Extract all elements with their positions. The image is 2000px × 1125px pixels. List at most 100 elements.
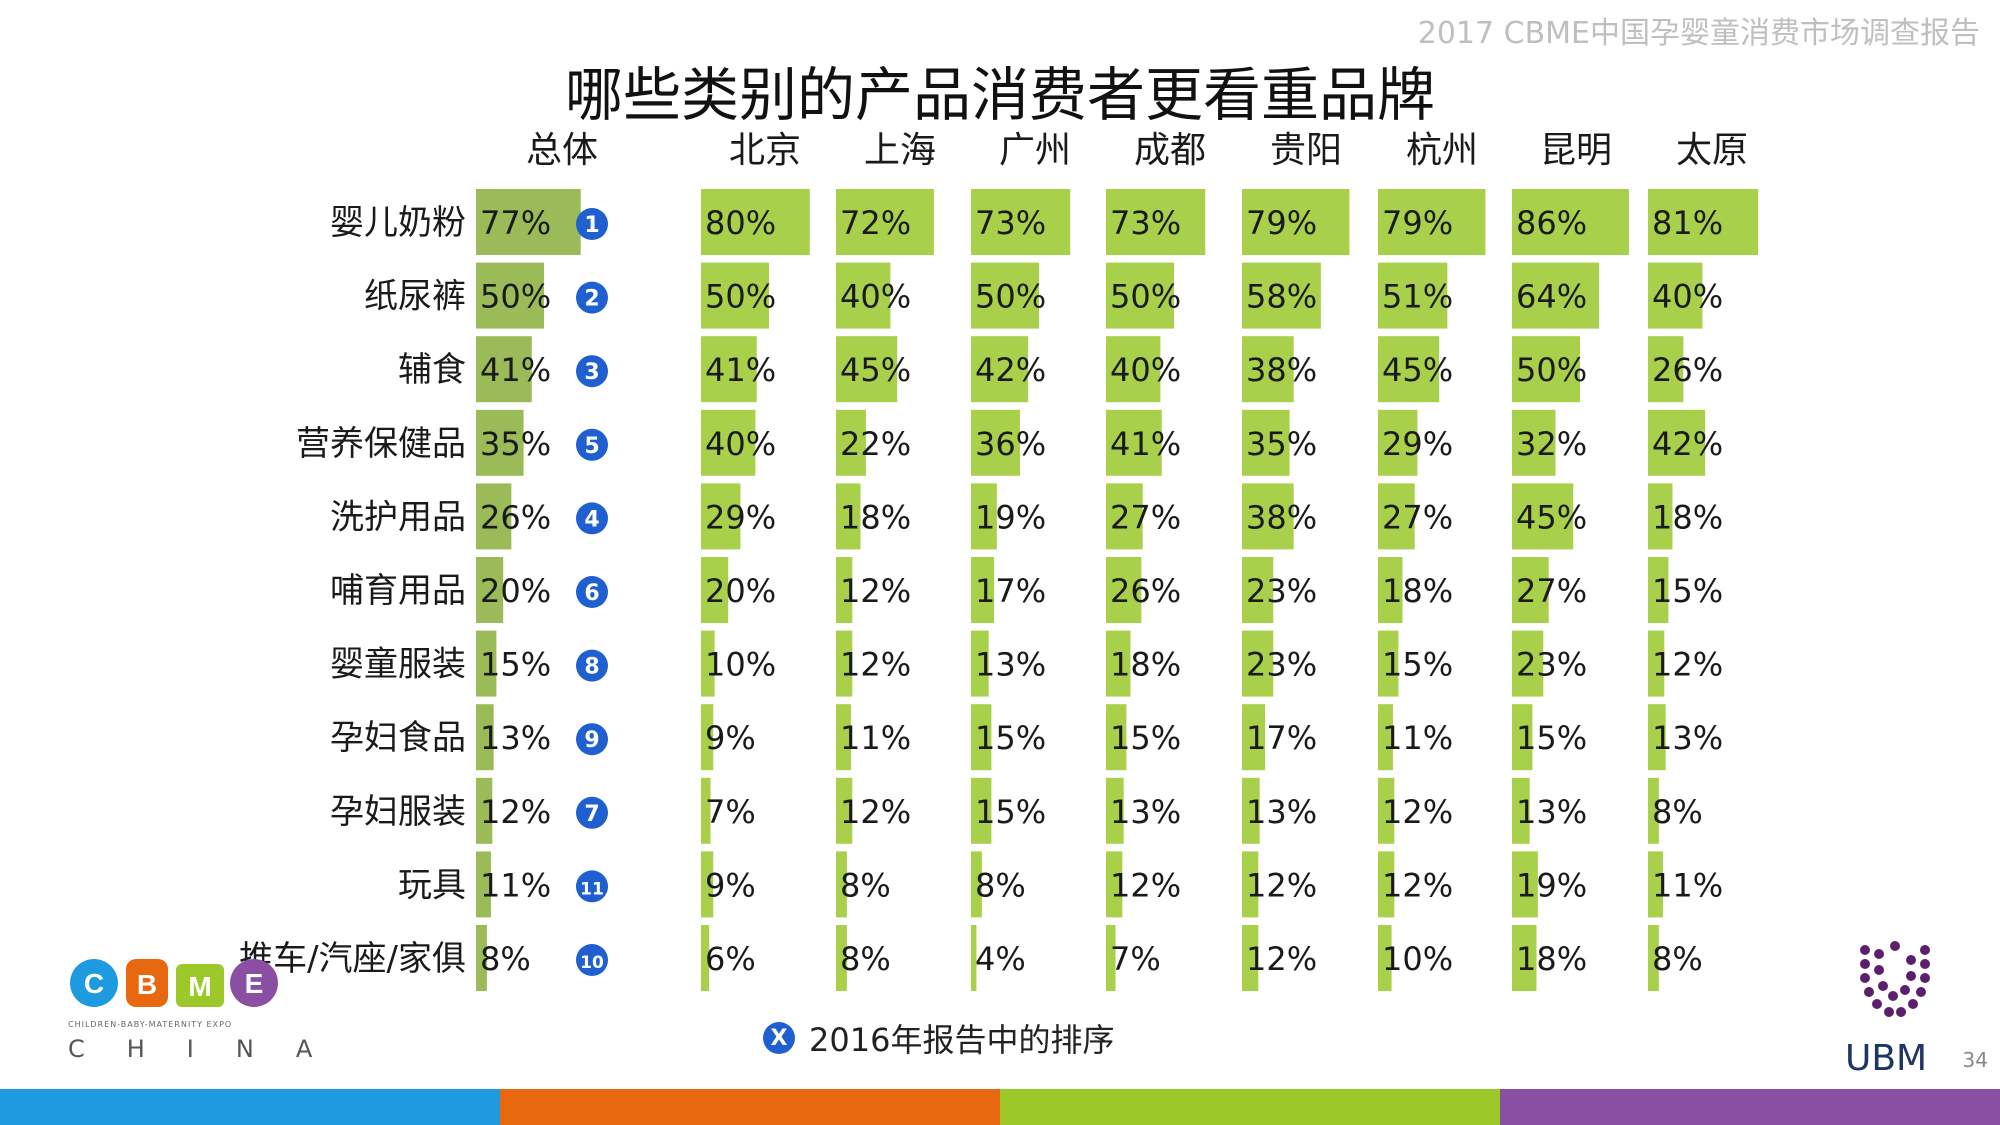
bar-value-label: 20% xyxy=(705,572,776,610)
column-header: 杭州 xyxy=(1406,130,1478,171)
column-header: 北京 xyxy=(729,130,801,171)
rank-badge-icon xyxy=(576,281,608,314)
bar-city xyxy=(1512,630,1544,697)
bar-city xyxy=(1106,557,1142,623)
cbme-c-shape xyxy=(70,959,118,1007)
cbme-tagline: CHILDREN-BABY-MATERNITY EXPO xyxy=(68,1020,233,1029)
category-label: 婴童服装 xyxy=(330,645,466,685)
bar-overall xyxy=(476,409,524,476)
bar-city xyxy=(701,777,711,844)
bar-city xyxy=(1106,851,1123,918)
rank-badge-icon xyxy=(576,796,608,829)
rank-badge-icon xyxy=(576,944,608,976)
bar-value-label: 19% xyxy=(1516,866,1587,904)
cbme-letter-c: C xyxy=(84,968,104,999)
stripe-segment-purple xyxy=(1500,1089,2000,1125)
bar-value-label: 13% xyxy=(1246,793,1317,831)
bar-value-label: 18% xyxy=(1652,498,1723,536)
bar-city xyxy=(1648,925,1659,991)
bar-overall xyxy=(476,851,491,918)
bar-value-label: 8% xyxy=(840,940,891,978)
bar-city xyxy=(971,336,1029,403)
category-label: 孕妇服装 xyxy=(330,792,466,832)
bar-value-label: 73% xyxy=(1110,204,1181,242)
bar-value-label: 12% xyxy=(1246,940,1317,978)
bar-value-label: 18% xyxy=(840,498,911,536)
bar-city xyxy=(701,336,757,403)
chart-title: 哪些类别的产品消费者更看重品牌 xyxy=(564,61,1435,129)
ubm-dot xyxy=(1920,959,1930,969)
bar-city xyxy=(1378,704,1393,771)
ubm-dot xyxy=(1860,945,1870,955)
cbme-b-shape xyxy=(126,959,168,1007)
ubm-dot xyxy=(1860,973,1870,983)
bar-value-label: 51% xyxy=(1382,278,1453,316)
category-label: 营养保健品 xyxy=(296,424,466,464)
column-header: 贵阳 xyxy=(1270,130,1342,171)
bar-city xyxy=(836,630,853,697)
cbme-letter-m: M xyxy=(188,971,211,1002)
rank-badge-label: 8 xyxy=(584,655,599,680)
column-header: 昆明 xyxy=(1540,130,1612,171)
ubm-dot xyxy=(1920,973,1930,983)
bar-city xyxy=(1512,925,1537,991)
bar-value-label: 4% xyxy=(975,940,1026,978)
bar-value-label: 40% xyxy=(840,278,911,316)
bar-city xyxy=(1106,189,1206,255)
rank-badge-label: 11 xyxy=(580,879,604,899)
bar-city xyxy=(1106,704,1127,771)
bar-value-label: 73% xyxy=(975,204,1046,242)
ubm-dot xyxy=(1890,941,1900,951)
rank-badge-icon xyxy=(576,576,608,608)
report-header-note: 2017 CBME中国孕婴童消费市场调查报告 xyxy=(1417,16,1980,51)
bar-value-label: 79% xyxy=(1382,204,1453,242)
bar-city xyxy=(836,189,934,255)
cbme-letter-e: E xyxy=(245,968,264,999)
rank-badge-icon xyxy=(576,870,608,903)
bar-value-label: 77% xyxy=(480,204,551,242)
bar-value-label: 15% xyxy=(975,793,1046,831)
category-label: 纸尿裤 xyxy=(364,277,466,317)
ubm-dot xyxy=(1872,999,1882,1009)
bar-value-label: 15% xyxy=(1382,646,1453,684)
bar-value-label: 35% xyxy=(1246,425,1317,463)
bar-city xyxy=(1512,704,1533,771)
legend-text: 2016年报告中的排序 xyxy=(809,1021,1115,1059)
bar-city xyxy=(701,704,714,771)
ubm-dot xyxy=(1908,999,1918,1009)
cbme-letter-b: B xyxy=(137,969,157,1000)
bar-city xyxy=(1378,777,1395,844)
ubm-dot xyxy=(1874,949,1884,959)
ubm-dot xyxy=(1884,1007,1894,1017)
bar-city xyxy=(1648,630,1665,697)
bar-city xyxy=(1106,336,1161,403)
bar-value-label: 17% xyxy=(975,572,1046,610)
bar-city xyxy=(971,189,1071,255)
bar-city xyxy=(1648,409,1706,476)
category-label: 辅食 xyxy=(398,350,466,390)
bar-value-label: 26% xyxy=(1110,572,1181,610)
bar-city xyxy=(1648,851,1663,918)
page-number: 34 xyxy=(1962,1048,1988,1072)
rank-badge-label: 7 xyxy=(584,802,599,827)
bar-value-label: 40% xyxy=(1110,351,1181,389)
rank-badge-label: 5 xyxy=(584,434,599,459)
bar-city xyxy=(1648,262,1703,329)
bar-value-label: 41% xyxy=(480,351,551,389)
bar-city xyxy=(971,925,977,991)
bar-value-label: 29% xyxy=(705,498,776,536)
bar-value-label: 17% xyxy=(1246,719,1317,757)
bar-city xyxy=(971,483,997,550)
ubm-wordmark: UBM xyxy=(1845,1038,1928,1079)
bar-value-label: 23% xyxy=(1516,646,1587,684)
bar-value-label: 26% xyxy=(480,498,551,536)
bar-city xyxy=(1242,336,1294,403)
bar-city xyxy=(1242,262,1321,329)
bar-city xyxy=(971,777,992,844)
bar-overall xyxy=(476,189,581,255)
bar-value-label: 23% xyxy=(1246,646,1317,684)
bar-value-label: 12% xyxy=(480,793,551,831)
bar-city xyxy=(1242,189,1350,255)
bar-value-label: 15% xyxy=(1652,572,1723,610)
ubm-dot xyxy=(1878,981,1888,991)
